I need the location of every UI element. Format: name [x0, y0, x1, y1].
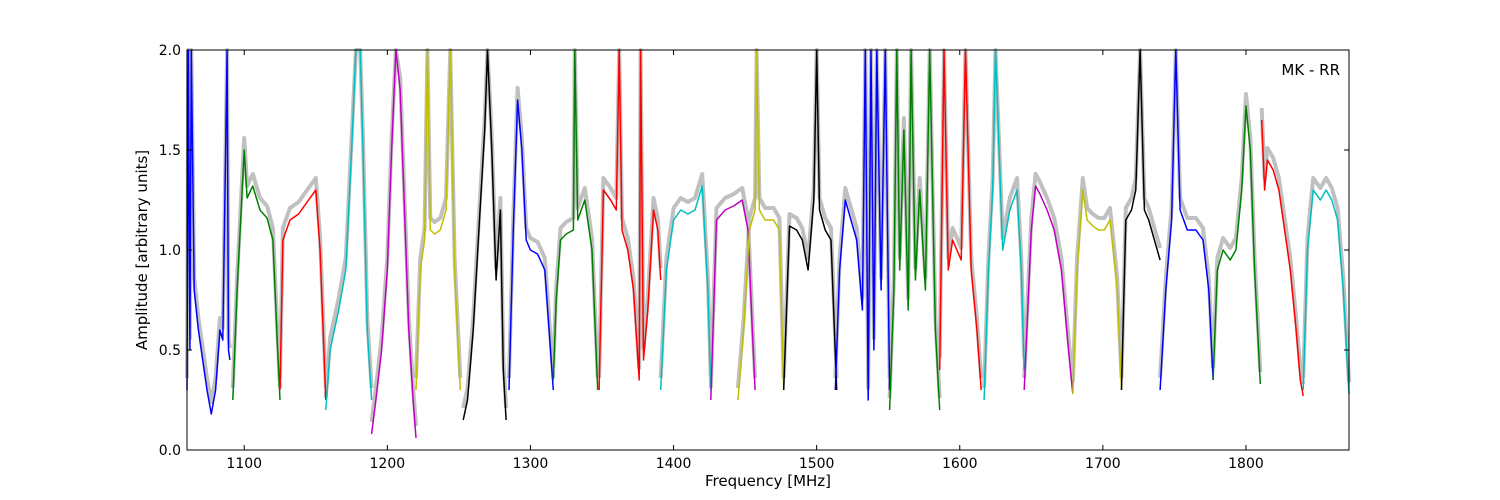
series-line-15 — [834, 49, 891, 401]
series-line-23 — [1212, 105, 1262, 385]
y-tick-label: 0.0 — [159, 443, 181, 459]
series-line-2 — [232, 149, 281, 401]
background-trace-3 — [278, 176, 328, 389]
background-trace-25 — [1301, 176, 1351, 383]
x-tick-label: 1200 — [370, 456, 406, 472]
y-tick-label: 2.0 — [159, 43, 181, 59]
series-line-13 — [737, 49, 785, 401]
x-tick-label: 1700 — [1085, 456, 1121, 472]
background-trace-24 — [1259, 107, 1306, 385]
series-line-9 — [552, 49, 599, 391]
background-trace-22 — [1158, 48, 1216, 379]
series-line-12 — [710, 199, 756, 401]
series-line-4 — [325, 49, 373, 411]
y-tick-label: 1.0 — [159, 243, 181, 259]
series-line-6 — [415, 49, 462, 391]
series-layer — [186, 49, 1350, 439]
plot-background — [187, 50, 1349, 450]
x-axis-label: Frequency [MHz] — [705, 472, 831, 490]
series-line-19 — [1023, 185, 1074, 395]
y-tick-label: 0.5 — [159, 343, 181, 359]
series-line-17 — [938, 49, 982, 391]
x-tick-label: 1800 — [1228, 456, 1264, 472]
x-tick-label: 1500 — [799, 456, 835, 472]
x-tick-label: 1400 — [656, 456, 692, 472]
chart-annotation: MK - RR — [1281, 61, 1340, 79]
series-line-10 — [598, 49, 662, 391]
x-axis: 1100 1200 1300 1400 1500 1600 1700 1800 — [226, 50, 1264, 472]
series-line-11 — [659, 185, 712, 391]
x-tick-label: 1100 — [226, 456, 262, 472]
y-tick-label: 1.5 — [159, 143, 181, 159]
background-trace-19 — [1022, 172, 1075, 383]
series-line-8 — [508, 99, 555, 391]
y-axis: 0.0 0.5 1.0 1.5 2.0 — [159, 43, 1349, 459]
series-line-3 — [279, 189, 327, 401]
series-line-14 — [782, 49, 838, 391]
series-line-24 — [1260, 119, 1304, 397]
series-line-18 — [983, 49, 1025, 401]
series-line-25 — [1302, 189, 1350, 395]
background-trace-20 — [1070, 176, 1124, 383]
x-tick-label: 1600 — [942, 456, 978, 472]
series-line-22 — [1159, 49, 1214, 391]
y-axis-label: Amplitude [arbitrary units] — [133, 150, 151, 350]
x-tick-label: 1300 — [513, 456, 549, 472]
series-line-20 — [1072, 189, 1123, 395]
